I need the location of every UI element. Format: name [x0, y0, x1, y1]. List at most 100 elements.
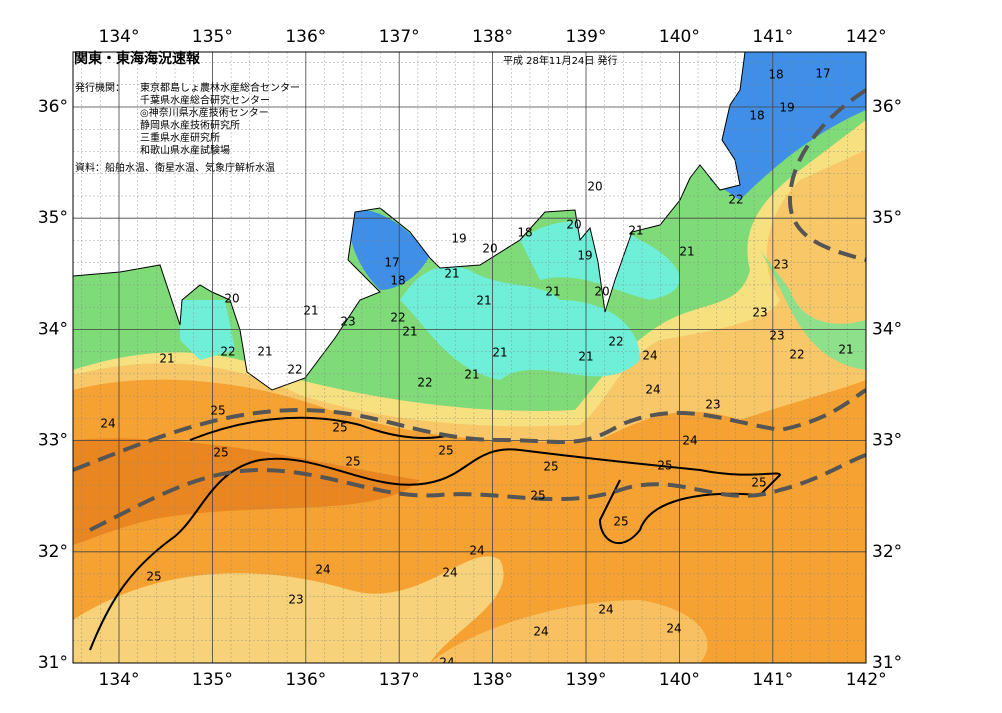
isotherm-label: 25 [543, 460, 558, 474]
isotherm-label: 18 [517, 226, 532, 240]
isotherm-label: 22 [287, 363, 302, 377]
map-area: 18 17 19 18 20 22 19 20 18 20 21 19 21 17 18 21 23 20 21 21… [73, 52, 866, 670]
longitude-label: 140° [659, 670, 700, 690]
isotherm-label: 24 [682, 434, 697, 448]
isotherm-label: 24 [315, 563, 330, 577]
longitude-label: 138° [472, 27, 513, 47]
title: 関東・東海海況速報 [74, 50, 201, 67]
latitude-label: 36° [872, 97, 902, 117]
kuroshio-edge [89, 453, 866, 532]
isotherm-label: 24 [469, 544, 484, 558]
latitude-label: 36° [38, 97, 68, 117]
isotherm-label: 21 [303, 304, 318, 318]
kuroshio-edge [73, 388, 866, 472]
sources: 資料：船舶水温、衛星水温、気象庁解析水温 [75, 161, 275, 174]
isotherm-label: 22 [220, 345, 235, 359]
longitude-label: 142° [846, 27, 887, 47]
longitude-label: 137° [379, 27, 420, 47]
date: 平成 28年11月24日 発行 [503, 54, 618, 67]
sea-warmest [73, 438, 420, 545]
longitude-label: 141° [752, 670, 793, 690]
isotherm-label: 21 [578, 350, 593, 364]
isotherm-label: 17 [815, 67, 830, 81]
axis-labels: 134° 134° 135° 135° 136° 136° 137° 137° 138° 138°… [38, 27, 902, 690]
latitude-label: 32° [872, 542, 902, 562]
isotherm-label: 24 [100, 417, 115, 431]
frame [72, 51, 867, 664]
isotherm-label: 22 [789, 348, 804, 362]
issuers-label: 発行機関： [75, 81, 125, 94]
isotherm-label: 25 [751, 476, 766, 490]
isotherm-25 [89, 448, 782, 651]
isotherm-label: 24 [645, 383, 660, 397]
latitude-label: 34° [38, 319, 68, 339]
isotherm-label: 25 [530, 489, 545, 503]
longitude-label: 139° [566, 670, 607, 690]
longitude-label: 134° [99, 27, 140, 47]
sea-cool [73, 556, 504, 663]
latitude-label: 31° [872, 653, 902, 673]
isotherm-label: 21 [464, 368, 479, 382]
issuer: 千葉県水産総合研究センター [140, 94, 270, 107]
longitude-label: 136° [285, 670, 326, 690]
isotherm-label: 21 [545, 285, 560, 299]
isotherm-label: 23 [769, 329, 784, 343]
isotherm-label: 21 [628, 224, 643, 238]
graticule [73, 52, 866, 663]
isotherm-label: 22 [390, 311, 405, 325]
isotherm-label: 25 [438, 444, 453, 458]
isotherm-label: 23 [773, 258, 788, 272]
longitude-label: 135° [192, 670, 233, 690]
sea-cold [700, 52, 866, 200]
issuer: ◎神奈川県水産技術センター [140, 106, 269, 119]
latitude-label: 33° [38, 431, 68, 451]
isotherm-label: 18 [768, 68, 783, 82]
isotherm-label: 25 [657, 459, 672, 473]
issuer: 静岡県水産技術研究所 [140, 119, 240, 132]
longitude-label: 137° [379, 670, 420, 690]
longitude-label: 134° [99, 670, 140, 690]
latitude-label: 35° [872, 208, 902, 228]
isotherm-label: 24 [666, 622, 681, 636]
latitude-label: 35° [38, 208, 68, 228]
latitude-label: 33° [872, 431, 902, 451]
isotherm-label: 24 [598, 603, 613, 617]
isotherm-label: 21 [476, 294, 491, 308]
isotherm-label: 24 [442, 566, 457, 580]
isotherm-label: 20 [482, 242, 497, 256]
isotherm-label: 20 [594, 285, 609, 299]
latitude-label: 31° [38, 653, 68, 673]
issuer: 東京都島しょ農林水産総合センター [140, 81, 300, 94]
isotherm-label: 24 [533, 625, 548, 639]
isotherm-label: 21 [159, 352, 174, 366]
isotherm-label: 23 [340, 315, 355, 329]
isotherm-label: 22 [608, 335, 623, 349]
isotherm-label: 21 [838, 343, 853, 357]
longitude-label: 138° [472, 670, 513, 690]
sea-green [760, 250, 866, 370]
sea-cold [349, 209, 430, 290]
isotherm-label: 22 [417, 376, 432, 390]
latitude-label: 32° [38, 542, 68, 562]
isotherm-label: 19 [451, 232, 466, 246]
isotherm-label: 25 [146, 570, 161, 584]
isotherm-label: 17 [384, 256, 399, 270]
longitude-label: 139° [566, 27, 607, 47]
isotherm-label: 20 [224, 292, 239, 306]
issuer: 三重県水産研究所 [140, 131, 220, 144]
isotherm-label: 23 [705, 398, 720, 412]
isotherm-label: 24 [439, 656, 454, 670]
isotherm-25 [189, 416, 451, 441]
longitude-label: 140° [659, 27, 700, 47]
latitude-label: 34° [872, 319, 902, 339]
isotherm-label: 22 [728, 193, 743, 207]
isotherm-label: 25 [332, 421, 347, 435]
isotherm-label: 24 [642, 349, 657, 363]
isotherm-label: 23 [288, 593, 303, 607]
isotherm-label: 25 [213, 446, 228, 460]
isotherm-label: 23 [752, 306, 767, 320]
longitude-label: 142° [846, 670, 887, 690]
issuer: 和歌山県水産試験場 [140, 144, 230, 157]
isotherm-label: 18 [749, 109, 764, 123]
